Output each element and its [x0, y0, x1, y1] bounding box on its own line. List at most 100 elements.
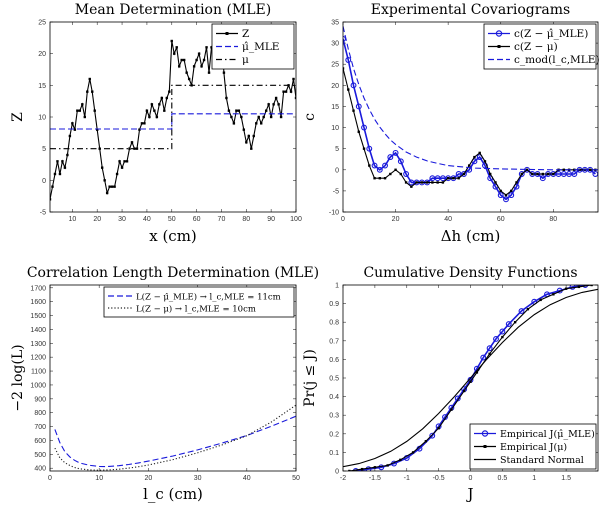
legend-label-1: c(Z − μ): [514, 41, 558, 53]
data-point: [180, 58, 183, 62]
series-line-2: [343, 288, 598, 468]
data-point: [168, 90, 171, 93]
data-point: [462, 389, 466, 393]
data-point: [499, 189, 502, 193]
data-point: [272, 103, 275, 106]
y-tick-label: 600: [34, 438, 46, 445]
series-line-2: [343, 26, 598, 171]
data-point: [420, 181, 424, 184]
data-point: [590, 285, 593, 287]
data-point: [457, 177, 460, 180]
x-tick-label: 80: [549, 216, 557, 223]
data-point: [531, 172, 534, 176]
data-point: [489, 172, 492, 176]
data-point: [441, 181, 445, 184]
data-point: [76, 109, 79, 112]
data-point: [155, 115, 159, 119]
data-point: [105, 191, 109, 195]
data-point: [292, 77, 295, 81]
x-tick-label: -0.5: [433, 475, 445, 482]
legend-marker-0: [225, 32, 229, 35]
data-point: [230, 115, 233, 119]
y-tick-label: 1700: [30, 285, 46, 292]
data-point: [123, 160, 126, 163]
data-point: [91, 90, 94, 93]
data-point: [61, 160, 64, 163]
y-tick-label: 35: [331, 20, 339, 27]
data-point: [148, 115, 151, 119]
data-point: [66, 153, 69, 157]
legend-marker-0: [481, 430, 489, 437]
data-point: [467, 164, 471, 167]
y-tick-label: 5: [42, 146, 46, 153]
data-point: [515, 181, 518, 184]
data-point: [387, 154, 394, 161]
data-point: [175, 46, 178, 49]
data-point: [347, 88, 350, 91]
data-point: [115, 172, 119, 176]
data-point: [242, 128, 246, 131]
y-tick-label: -5: [40, 210, 46, 217]
data-point: [68, 134, 72, 138]
data-point: [207, 71, 211, 74]
data-point: [546, 172, 550, 176]
data-point: [431, 181, 434, 184]
data-point: [415, 181, 418, 184]
plot-frame: [342, 21, 599, 213]
x-tick-label: 0.5: [498, 475, 508, 482]
data-point: [178, 65, 181, 68]
x-tick-label: 60: [193, 216, 201, 223]
data-point: [392, 149, 399, 156]
data-point: [499, 328, 506, 335]
data-point: [222, 71, 226, 74]
x-tick-label: 1.5: [561, 475, 571, 482]
data-point: [577, 285, 581, 289]
data-point: [513, 321, 517, 324]
y-tick-label: 0.2: [329, 431, 339, 438]
data-point: [404, 181, 408, 184]
data-point: [185, 71, 188, 74]
legend-label-1: μ̂_MLE: [242, 41, 279, 53]
x-tick-label: 10: [95, 475, 103, 482]
legend-label-2: Standard Normal: [500, 455, 584, 466]
data-point: [63, 166, 67, 169]
data-point: [480, 354, 487, 361]
data-point: [399, 172, 403, 176]
x-tick-label: 50: [292, 475, 300, 482]
x-tick-label: 50: [168, 216, 176, 223]
data-point: [237, 109, 241, 112]
y-tick-label: 1100: [31, 369, 46, 376]
data-point: [247, 134, 250, 138]
data-point: [282, 90, 285, 93]
data-point: [371, 162, 378, 169]
x-tick-label: 1: [532, 475, 536, 482]
data-point: [494, 181, 497, 184]
legend-label-2: c_mod(l_c,MLE): [514, 54, 600, 66]
y-tick-label: 20: [331, 83, 339, 90]
chart-panel-1: 10 20 30 40 50 60 70 80 90 100 -5 0 5 10 15 20 25 Mean De…: [10, 2, 302, 245]
data-point: [274, 96, 278, 100]
y-tick-label: 25: [331, 62, 339, 69]
data-point: [113, 185, 116, 188]
y-tick-label: 0: [42, 178, 46, 185]
data-point: [424, 440, 428, 443]
y-tick-label: 0.6: [329, 357, 339, 364]
data-point: [250, 147, 253, 150]
data-point: [552, 293, 555, 296]
data-point: [205, 46, 208, 49]
data-point: [460, 171, 467, 177]
y-tick-label: 30: [331, 41, 339, 48]
data-point: [386, 464, 389, 467]
data-point: [78, 109, 82, 112]
legend-label-1: Empirical J(μ): [500, 442, 567, 453]
y-tick-label: -10: [329, 210, 339, 217]
data-point: [294, 96, 296, 100]
data-point: [284, 90, 288, 93]
data-point: [518, 308, 525, 314]
y-tick-label: 15: [38, 83, 46, 90]
data-point: [130, 141, 134, 144]
data-point: [143, 122, 146, 125]
data-point: [56, 160, 59, 163]
data-point: [187, 77, 191, 81]
